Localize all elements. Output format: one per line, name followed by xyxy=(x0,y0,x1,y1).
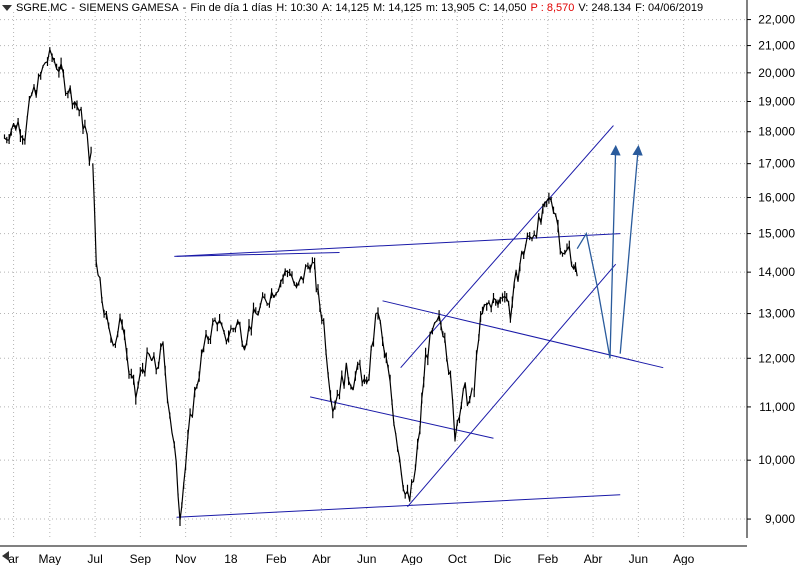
x-tick-label: Jun xyxy=(357,552,376,565)
close-value: C: 14,050 xyxy=(478,2,527,14)
price-line xyxy=(3,47,578,526)
y-tick-label: 13,000 xyxy=(758,307,795,321)
low-value: m: 13,905 xyxy=(425,2,475,14)
y-tick-label: 17,000 xyxy=(758,157,795,171)
y-tick-label: 9,000 xyxy=(765,512,795,526)
chart-header: SGRE.MC - SIEMENS GAMESA - Fin de día 1 … xyxy=(0,0,707,16)
dropdown-triangle-icon[interactable] xyxy=(2,5,12,11)
y-tick-label: 22,000 xyxy=(758,13,795,27)
trendlines xyxy=(174,125,664,518)
date-value: F: 04/06/2019 xyxy=(635,2,704,14)
x-tick-label: 18 xyxy=(224,552,238,565)
hour-value: H: 10:30 xyxy=(276,2,318,14)
x-tick-label: Feb xyxy=(266,552,287,565)
trendline xyxy=(400,125,614,369)
trendline xyxy=(176,252,340,257)
projection-arrows xyxy=(576,144,643,359)
header-separator-2: - xyxy=(182,2,187,14)
x-tick-label: Ago xyxy=(401,552,423,565)
x-tick-label: May xyxy=(38,552,61,565)
x-tick-label: Oct xyxy=(448,552,467,565)
y-tick-label: 12,000 xyxy=(758,351,795,365)
x-tick-label: Abr xyxy=(312,552,331,565)
trendline xyxy=(176,494,621,518)
y-tick-label: 20,000 xyxy=(758,66,795,80)
x-tick-label: Ago xyxy=(673,552,695,565)
y-tick-label: 15,000 xyxy=(758,227,795,241)
projection-arrow xyxy=(576,144,621,359)
y-tick-label: 21,000 xyxy=(758,39,795,53)
y-axis-labels: 9,000 10,000 11,000 12,000 13,000 14,000 15,00… xyxy=(746,0,795,538)
high-value: M: 14,125 xyxy=(372,2,422,14)
x-tick-label: Abr xyxy=(584,552,603,565)
y-tick-label: 19,000 xyxy=(758,94,795,108)
y-tick-label: 14,000 xyxy=(758,265,795,279)
projection-arrow xyxy=(619,144,643,354)
price-series xyxy=(3,47,578,526)
ticker-symbol: SGRE.MC xyxy=(16,2,68,14)
x-tick-label: Jul xyxy=(87,552,102,565)
trendline xyxy=(382,300,664,369)
y-tick-label: 16,000 xyxy=(758,191,795,205)
x-axis-labels: ar May Jul Sep Nov 18 Feb Abr Jun Ago Oct Dic Feb Abr… xyxy=(0,545,747,566)
x-tick-label: Feb xyxy=(537,552,558,565)
y-tick-label: 11,000 xyxy=(759,400,795,414)
x-tick-label: Dic xyxy=(494,552,511,565)
x-tick-label: Nov xyxy=(175,552,196,565)
change-value: P : 8,570 xyxy=(530,2,575,14)
x-tick-label: Sep xyxy=(130,552,152,565)
y-tick-label: 10,000 xyxy=(758,453,795,467)
volume-value: V: 248.134 xyxy=(578,2,632,14)
x-tick-label: ar xyxy=(8,552,19,565)
trendline xyxy=(310,396,494,439)
y-tick-label: 18,000 xyxy=(758,125,795,139)
x-tick-label: Jun xyxy=(629,552,648,565)
grid xyxy=(0,12,747,538)
scroll-left-arrow-icon[interactable] xyxy=(2,551,9,561)
trendline xyxy=(174,233,621,257)
header-separator: - xyxy=(71,2,76,14)
period-label: Fin de día 1 días xyxy=(190,2,273,14)
trendline xyxy=(407,263,617,508)
company-name: SIEMENS GAMESA xyxy=(79,2,179,14)
open-value: A: 14,125 xyxy=(321,2,369,14)
